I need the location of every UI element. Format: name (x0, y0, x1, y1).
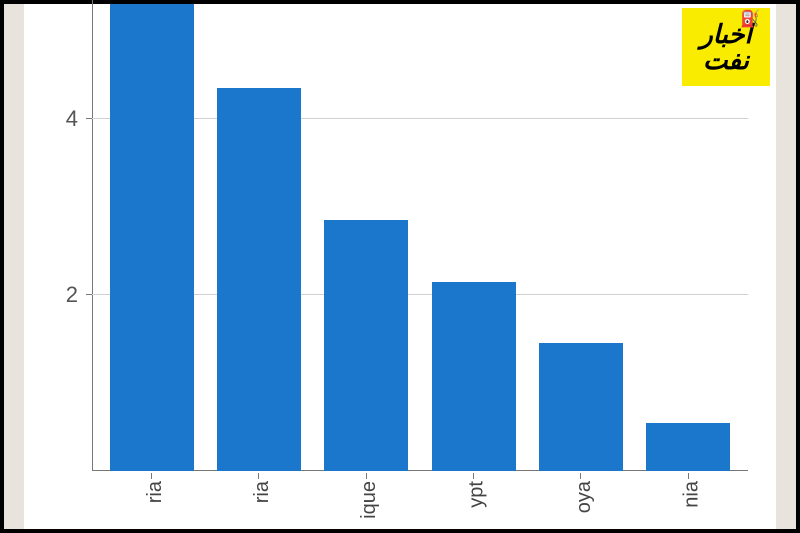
bar (110, 4, 194, 471)
x-tick-mark (366, 473, 367, 479)
x-label-slot: nia (635, 473, 742, 529)
x-label-slot: ypt (420, 473, 527, 529)
x-tick-mark (151, 473, 152, 479)
y-tick-label: 2 (66, 282, 78, 308)
x-tick-mark (580, 473, 581, 479)
x-label-slot: ique (313, 473, 420, 529)
x-tick-mark (473, 473, 474, 479)
bars-container (92, 4, 748, 471)
bar-slot (420, 4, 527, 471)
x-tick-label: ique (358, 481, 381, 519)
x-tick-label: oya (573, 481, 596, 513)
bar-slot (635, 4, 742, 471)
bar (432, 282, 516, 471)
bar (217, 88, 301, 471)
outer-frame: ⛽ اخبار نفت 24 riariaiqueyptoyania (0, 0, 800, 533)
bar (539, 343, 623, 471)
bar-slot (313, 4, 420, 471)
y-tick-label: 4 (66, 106, 78, 132)
plot-area: 24 (92, 4, 748, 471)
chart-canvas: ⛽ اخبار نفت 24 riariaiqueyptoyania (24, 4, 776, 529)
x-label-slot: ria (98, 473, 205, 529)
bar-slot (527, 4, 634, 471)
x-tick-label: nia (680, 481, 703, 508)
bar-slot (205, 4, 312, 471)
x-tick-mark (258, 473, 259, 479)
bar-slot (98, 4, 205, 471)
x-tick-label: ria (144, 481, 167, 503)
x-tick-label: ria (251, 481, 274, 503)
bar (646, 423, 730, 471)
x-tick-label: ypt (466, 481, 489, 508)
x-label-slot: oya (527, 473, 634, 529)
bar (324, 220, 408, 471)
x-label-slot: ria (205, 473, 312, 529)
x-labels-container: ria ria ique ypt oya nia (92, 473, 748, 529)
x-tick-mark (688, 473, 689, 479)
